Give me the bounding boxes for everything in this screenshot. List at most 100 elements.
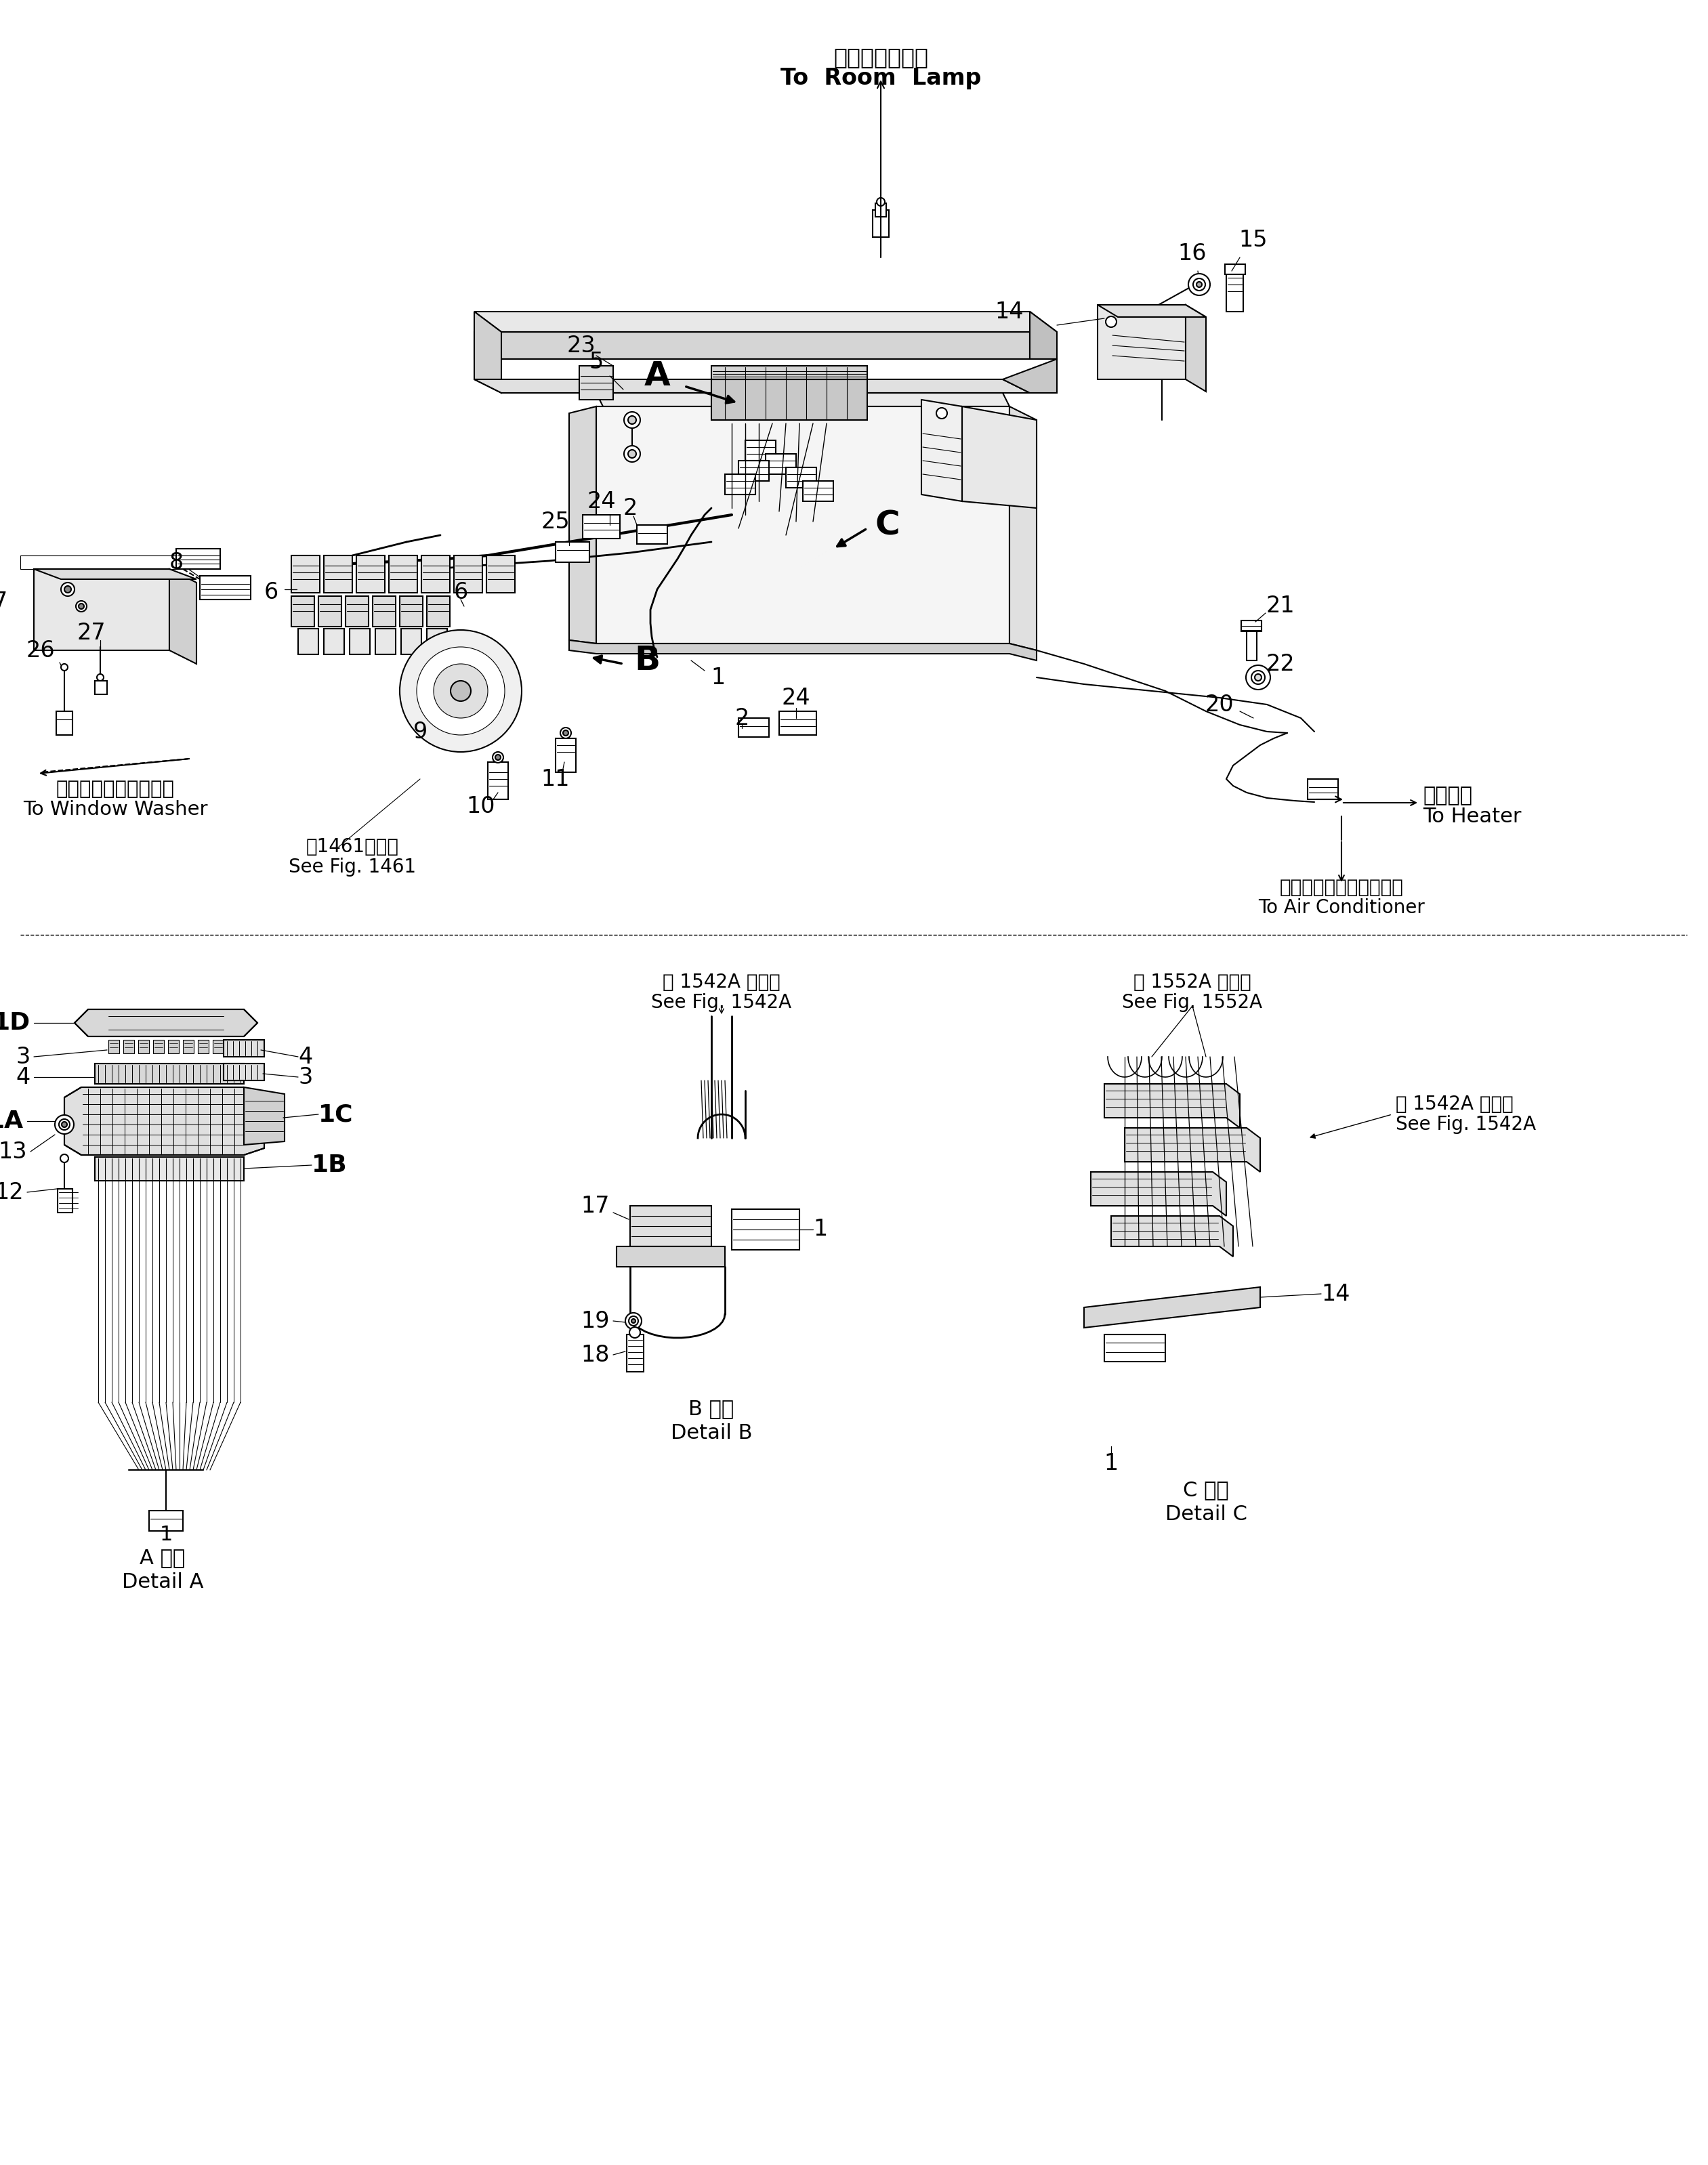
Text: 第1461図参照: 第1461図参照 xyxy=(306,838,398,855)
Bar xyxy=(422,556,449,593)
Text: 25: 25 xyxy=(541,511,570,533)
Bar xyxy=(325,628,345,654)
Text: C 詳細: C 詳細 xyxy=(1184,1481,1228,1500)
Text: To Window Washer: To Window Washer xyxy=(22,801,207,818)
Polygon shape xyxy=(244,1087,285,1145)
Text: To Air Conditioner: To Air Conditioner xyxy=(1259,898,1424,918)
Circle shape xyxy=(60,1154,68,1163)
Bar xyxy=(1105,1334,1165,1362)
Bar xyxy=(292,595,314,626)
Bar xyxy=(56,712,72,734)
Text: To Heater: To Heater xyxy=(1423,805,1522,827)
Bar xyxy=(582,515,620,539)
Circle shape xyxy=(65,587,72,593)
Polygon shape xyxy=(1091,1171,1226,1217)
Text: 4: 4 xyxy=(299,1046,313,1067)
Circle shape xyxy=(1255,673,1262,680)
Bar xyxy=(224,1063,265,1080)
Text: See Fig. 1542A: See Fig. 1542A xyxy=(651,994,793,1011)
Text: 23: 23 xyxy=(567,333,596,357)
Bar xyxy=(738,719,769,736)
Polygon shape xyxy=(712,379,868,420)
Circle shape xyxy=(434,665,488,719)
Circle shape xyxy=(629,416,635,424)
Bar xyxy=(345,595,369,626)
Bar xyxy=(400,595,424,626)
Polygon shape xyxy=(65,1087,265,1154)
Bar xyxy=(1308,779,1337,799)
Text: 9: 9 xyxy=(413,721,427,743)
Circle shape xyxy=(560,727,570,738)
Bar xyxy=(765,455,796,474)
Bar xyxy=(779,712,816,734)
Text: 19: 19 xyxy=(581,1310,610,1331)
Bar xyxy=(58,1189,72,1212)
Bar xyxy=(1225,264,1245,275)
Bar xyxy=(803,481,834,502)
Text: To  Room  Lamp: To Room Lamp xyxy=(781,67,980,89)
Text: Detail A: Detail A xyxy=(121,1572,203,1591)
Polygon shape xyxy=(169,569,196,665)
Bar xyxy=(183,1039,193,1054)
Bar xyxy=(874,204,886,217)
Bar xyxy=(637,524,668,543)
Circle shape xyxy=(495,756,500,760)
Text: A 詳細: A 詳細 xyxy=(140,1548,186,1567)
Text: 27: 27 xyxy=(77,621,106,645)
Polygon shape xyxy=(75,1009,258,1037)
Text: 7: 7 xyxy=(0,591,7,613)
Circle shape xyxy=(1252,671,1266,684)
Text: 14: 14 xyxy=(1322,1282,1349,1305)
Text: 第 1542A 図参照: 第 1542A 図参照 xyxy=(663,972,781,992)
Polygon shape xyxy=(1105,1085,1240,1128)
Bar xyxy=(154,1039,164,1054)
Text: 1: 1 xyxy=(813,1219,827,1241)
Bar xyxy=(200,576,251,600)
Text: See Fig. 1552A: See Fig. 1552A xyxy=(1122,994,1262,1011)
Text: 第 1542A 図参照: 第 1542A 図参照 xyxy=(1395,1095,1513,1113)
Bar xyxy=(96,1063,244,1085)
Polygon shape xyxy=(1009,407,1037,650)
Circle shape xyxy=(451,680,471,701)
Bar xyxy=(1247,624,1257,660)
Bar xyxy=(227,1039,239,1054)
Bar xyxy=(389,556,417,593)
Circle shape xyxy=(1194,279,1206,290)
Text: 1D: 1D xyxy=(0,1011,31,1035)
Circle shape xyxy=(400,630,521,751)
Circle shape xyxy=(61,665,68,671)
Bar xyxy=(198,1039,208,1054)
Bar xyxy=(1242,621,1262,632)
Text: 24: 24 xyxy=(782,686,811,708)
Circle shape xyxy=(564,730,569,736)
Text: 1: 1 xyxy=(159,1524,173,1544)
Polygon shape xyxy=(630,1206,712,1247)
Text: Detail C: Detail C xyxy=(1165,1505,1247,1524)
Bar xyxy=(108,1039,120,1054)
Circle shape xyxy=(97,673,104,680)
Text: 17: 17 xyxy=(581,1195,610,1217)
Bar xyxy=(488,762,509,799)
Text: A: A xyxy=(644,359,670,392)
Text: ルームランプへ: ルームランプへ xyxy=(834,45,927,69)
Text: C: C xyxy=(874,509,900,541)
Text: 3: 3 xyxy=(15,1046,31,1067)
Bar xyxy=(372,595,396,626)
Bar xyxy=(786,468,816,487)
Text: 1: 1 xyxy=(1103,1453,1119,1474)
Bar xyxy=(454,556,482,593)
Text: 1A: 1A xyxy=(0,1111,24,1132)
Text: 1B: 1B xyxy=(311,1154,347,1176)
Circle shape xyxy=(417,647,506,734)
Polygon shape xyxy=(962,407,1037,509)
Circle shape xyxy=(629,450,635,459)
Bar xyxy=(325,556,352,593)
Bar xyxy=(873,210,888,238)
Bar xyxy=(123,1039,135,1054)
Bar xyxy=(299,628,318,654)
Polygon shape xyxy=(1098,305,1206,316)
Bar xyxy=(96,680,108,695)
Text: エアーコンディショナへ: エアーコンディショナへ xyxy=(1279,879,1404,896)
Circle shape xyxy=(75,602,87,613)
Circle shape xyxy=(876,197,885,206)
